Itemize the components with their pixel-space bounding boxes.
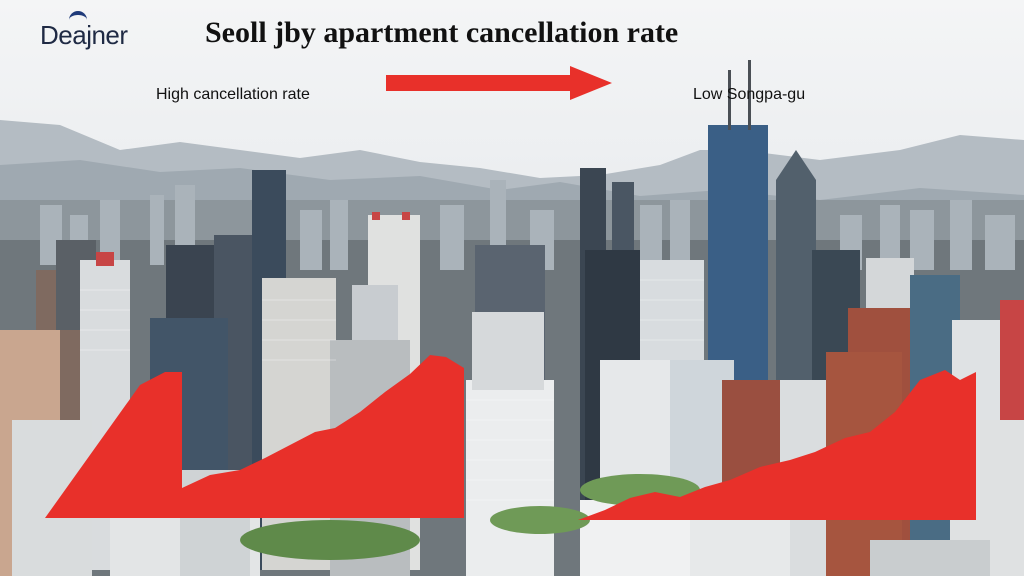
window-stripes	[80, 279, 704, 501]
page-title: Seoll jby apartment cancellation rate	[205, 16, 679, 49]
logo-mark	[69, 11, 87, 24]
brand-logo: Deajner	[40, 20, 128, 50]
high-cancellation-area	[45, 355, 464, 518]
label-low-songpa: Low Songpa-gu	[693, 86, 806, 103]
arrow-right-icon	[386, 66, 612, 100]
label-high-cancellation: High cancellation rate	[156, 86, 310, 103]
low-cancellation-area	[578, 370, 976, 520]
